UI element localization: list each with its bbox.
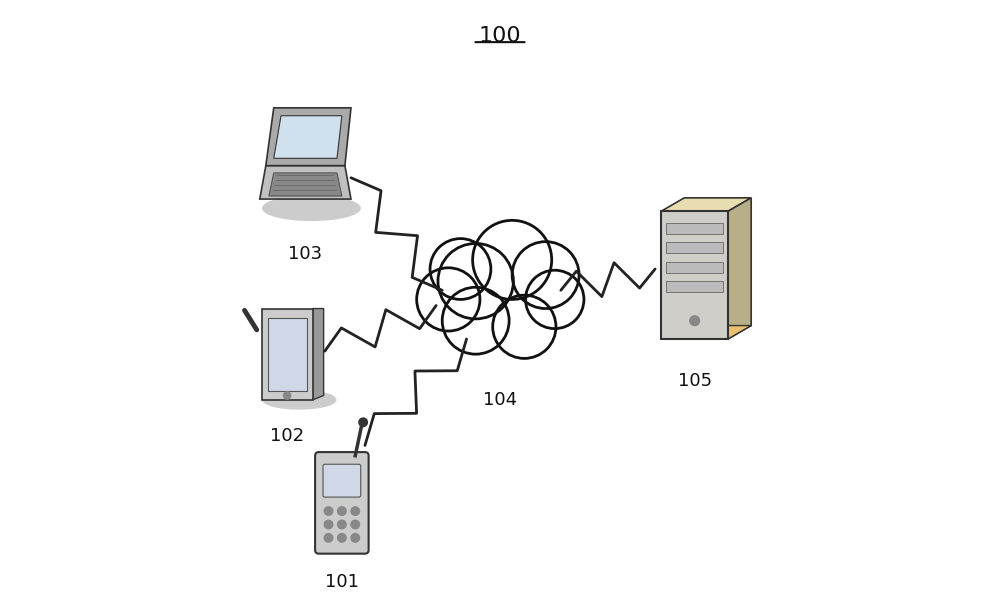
Circle shape bbox=[338, 507, 346, 515]
Circle shape bbox=[359, 418, 367, 426]
Circle shape bbox=[442, 287, 509, 354]
Polygon shape bbox=[262, 309, 313, 400]
Circle shape bbox=[338, 533, 346, 542]
Text: 101: 101 bbox=[325, 573, 359, 591]
FancyBboxPatch shape bbox=[666, 223, 723, 234]
Circle shape bbox=[351, 520, 360, 529]
Circle shape bbox=[324, 507, 333, 515]
FancyBboxPatch shape bbox=[661, 211, 728, 339]
Polygon shape bbox=[268, 318, 307, 390]
Circle shape bbox=[338, 520, 346, 529]
FancyBboxPatch shape bbox=[666, 262, 723, 273]
Ellipse shape bbox=[263, 390, 336, 409]
Text: 100: 100 bbox=[479, 26, 521, 46]
Polygon shape bbox=[661, 326, 751, 339]
Ellipse shape bbox=[263, 196, 360, 221]
Text: 104: 104 bbox=[483, 390, 517, 409]
Polygon shape bbox=[313, 309, 324, 400]
Circle shape bbox=[690, 316, 699, 326]
FancyBboxPatch shape bbox=[666, 242, 723, 253]
Circle shape bbox=[324, 533, 333, 542]
Polygon shape bbox=[661, 198, 751, 211]
Circle shape bbox=[324, 520, 333, 529]
Text: 103: 103 bbox=[288, 244, 322, 263]
Circle shape bbox=[430, 239, 491, 299]
Text: 102: 102 bbox=[270, 427, 304, 445]
Circle shape bbox=[283, 392, 291, 399]
FancyBboxPatch shape bbox=[315, 452, 369, 554]
Circle shape bbox=[493, 295, 556, 359]
Circle shape bbox=[351, 533, 360, 542]
FancyBboxPatch shape bbox=[666, 281, 723, 292]
Circle shape bbox=[473, 221, 552, 299]
Circle shape bbox=[438, 243, 513, 319]
Circle shape bbox=[526, 270, 584, 329]
Polygon shape bbox=[274, 115, 342, 158]
FancyBboxPatch shape bbox=[323, 464, 361, 497]
Circle shape bbox=[351, 507, 360, 515]
Polygon shape bbox=[260, 166, 351, 199]
Polygon shape bbox=[266, 108, 351, 166]
Polygon shape bbox=[269, 173, 342, 196]
Polygon shape bbox=[728, 198, 751, 339]
Text: 105: 105 bbox=[678, 372, 712, 390]
Circle shape bbox=[417, 268, 480, 331]
Circle shape bbox=[512, 241, 579, 309]
